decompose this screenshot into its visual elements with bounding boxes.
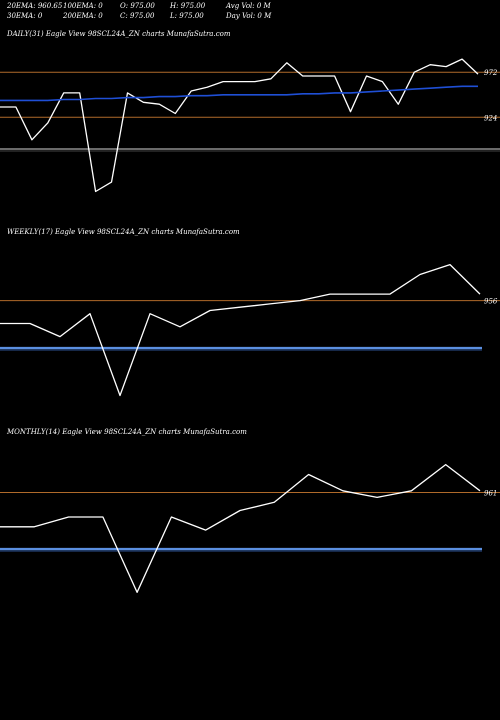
header-ema100: 100EMA: 0 <box>63 2 103 10</box>
chart-panel-1: 956 <box>0 263 500 397</box>
header-open: O: 975.00 <box>120 2 155 10</box>
header-avg-vol: Avg Vol: 0 M <box>226 2 271 10</box>
daily-chart-title: DAILY(31) Eagle View 98SCL24A_ZN charts … <box>7 30 231 38</box>
level-label: 956 <box>484 298 498 306</box>
level-label: 972 <box>484 69 498 77</box>
weekly-price-line <box>0 263 481 397</box>
header-ema20: 20EMA: 960.65 <box>7 2 63 10</box>
level-label: 961 <box>484 489 497 497</box>
level-label: 924 <box>484 114 497 122</box>
header-close: C: 975.00 <box>120 12 155 20</box>
header-high: H: 975.00 <box>170 2 206 10</box>
daily-ema-line <box>0 85 478 102</box>
header-ema200: 200EMA: 0 <box>63 12 103 20</box>
weekly-chart-title: WEEKLY(17) Eagle View 98SCL24A_ZN charts… <box>7 228 240 236</box>
chart-panel-2: 961 <box>0 463 500 593</box>
chart-panel-0: 972 924 <box>0 58 500 193</box>
monthly-chart-title: MONTHLY(14) Eagle View 98SCL24A_ZN chart… <box>7 428 247 436</box>
header-ema30: 30EMA: 0 <box>7 12 43 20</box>
monthly-price-line <box>0 463 481 593</box>
daily-price-line <box>0 58 479 193</box>
header-day-vol: Day Vol: 0 M <box>226 12 272 20</box>
header-low: L: 975.00 <box>170 12 204 20</box>
